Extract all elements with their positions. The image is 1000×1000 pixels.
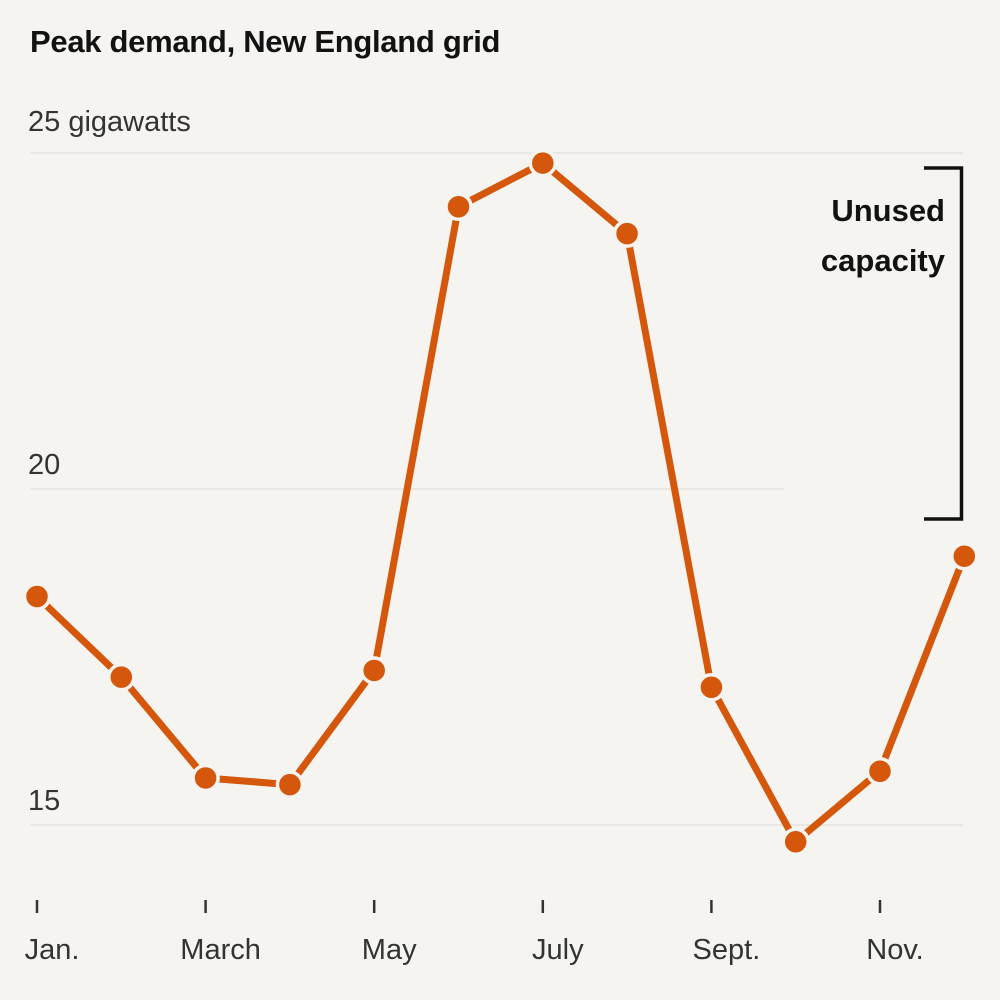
data-point-aug (612, 219, 642, 248)
data-point-dec (950, 541, 979, 571)
data-point-may (359, 656, 389, 685)
unused-capacity-annotation: Unused capacity (820, 193, 945, 278)
data-point-june (444, 192, 473, 222)
data-point-jan (22, 582, 52, 611)
data-point-sept (697, 672, 726, 702)
x-axis-label-nov: Nov. (866, 934, 924, 966)
data-point-nov (865, 756, 895, 786)
y-axis-label-20: 20 (28, 449, 61, 481)
x-axis-label-sept: Sept. (692, 934, 761, 966)
x-axis-label-march: March (180, 934, 261, 966)
x-axis-label-may: May (361, 934, 417, 966)
data-point-march (191, 763, 220, 793)
chart-title: Peak demand, New England grid (30, 24, 501, 59)
x-axis-label-july: July (532, 934, 584, 966)
y-axis-label-15: 15 (28, 785, 61, 817)
data-point-april (275, 770, 305, 799)
data-point-july (528, 148, 558, 178)
x-axis-label-jan: Jan. (24, 934, 80, 966)
data-point-oct (781, 827, 810, 857)
demand-line (34, 159, 968, 846)
y-axis-label-25: 25 gigawatts (28, 106, 191, 138)
unused-capacity-bracket (924, 166, 964, 521)
data-point-feb (107, 662, 136, 692)
